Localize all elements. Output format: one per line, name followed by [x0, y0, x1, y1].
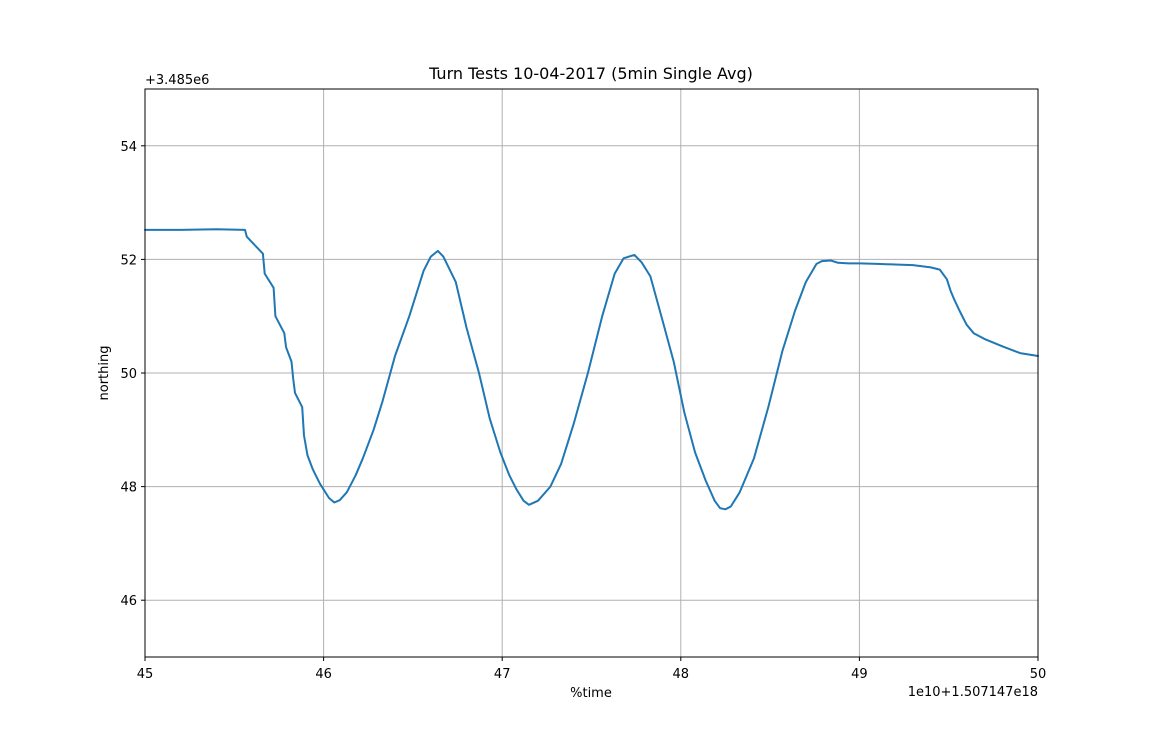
x-tick-label: 47 — [494, 667, 511, 682]
y-axis-offset-text: +3.485e6 — [145, 73, 209, 88]
x-tick-label: 49 — [851, 667, 868, 682]
x-axis-ticks: 45 46 47 48 49 50 — [137, 657, 1047, 682]
y-axis-ticks: 46 48 50 52 54 — [120, 140, 145, 609]
chart-title: Turn Tests 10-04-2017 (5min Single Avg) — [428, 64, 753, 83]
y-tick-label: 54 — [120, 140, 137, 155]
y-tick-label: 52 — [120, 253, 137, 268]
y-tick-label: 50 — [120, 367, 137, 382]
x-tick-label: 50 — [1030, 667, 1047, 682]
series-line-northing — [144, 228, 1039, 511]
x-tick-label: 48 — [673, 667, 690, 682]
x-axis-offset-text: 1e10+1.507147e18 — [908, 685, 1038, 700]
x-axis-label: %time — [570, 686, 612, 701]
x-tick-label: 46 — [315, 667, 332, 682]
grid-lines — [144, 89, 1039, 657]
x-tick-label: 45 — [137, 667, 154, 682]
y-axis-label: northing — [97, 346, 112, 401]
y-tick-label: 46 — [120, 594, 137, 609]
y-tick-label: 48 — [120, 481, 137, 496]
series-layer — [144, 228, 1039, 511]
